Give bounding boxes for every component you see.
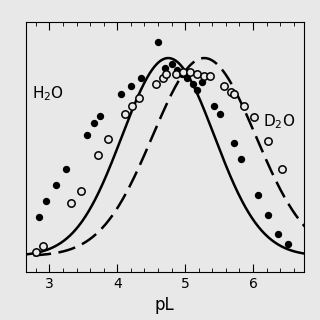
Point <box>200 79 205 84</box>
Text: H$_2$O: H$_2$O <box>32 84 64 103</box>
Point <box>136 95 141 100</box>
Point <box>64 166 69 172</box>
Point <box>153 81 158 86</box>
Point <box>53 182 59 188</box>
Point <box>40 244 45 249</box>
Point <box>130 103 135 108</box>
Point <box>174 71 179 76</box>
Point <box>33 250 38 255</box>
Point <box>96 153 101 158</box>
Point <box>211 103 216 108</box>
Text: D$_2$O: D$_2$O <box>263 112 296 131</box>
Point <box>91 121 96 126</box>
Point <box>191 81 196 86</box>
Point <box>169 61 174 67</box>
Point <box>228 89 233 94</box>
Point <box>180 69 186 75</box>
Point <box>218 111 223 116</box>
Point <box>174 68 180 73</box>
Point <box>238 156 244 162</box>
Point <box>208 73 213 78</box>
Point <box>266 139 271 144</box>
Point <box>195 87 200 92</box>
Point <box>156 40 161 45</box>
Point <box>184 75 189 80</box>
Point <box>231 141 236 146</box>
Point <box>179 71 184 76</box>
Point <box>276 232 281 237</box>
Point <box>106 137 111 142</box>
Point <box>286 242 291 247</box>
Point <box>139 75 144 80</box>
X-axis label: pL: pL <box>155 296 175 315</box>
Point <box>194 71 199 76</box>
Point <box>242 103 247 108</box>
Point <box>266 212 271 217</box>
Point <box>36 214 42 219</box>
Point <box>98 113 103 118</box>
Point <box>279 166 284 172</box>
Point <box>164 71 169 76</box>
Point <box>162 65 167 70</box>
Point <box>188 69 193 75</box>
Point <box>231 91 236 96</box>
Point <box>118 91 123 96</box>
Point <box>44 198 49 203</box>
Point <box>79 188 84 193</box>
Point <box>128 83 133 88</box>
Point <box>252 115 257 120</box>
Point <box>160 75 165 80</box>
Point <box>84 133 89 138</box>
Point <box>221 83 227 88</box>
Point <box>123 111 128 116</box>
Point <box>201 73 206 78</box>
Point <box>255 192 260 197</box>
Point <box>68 200 74 205</box>
